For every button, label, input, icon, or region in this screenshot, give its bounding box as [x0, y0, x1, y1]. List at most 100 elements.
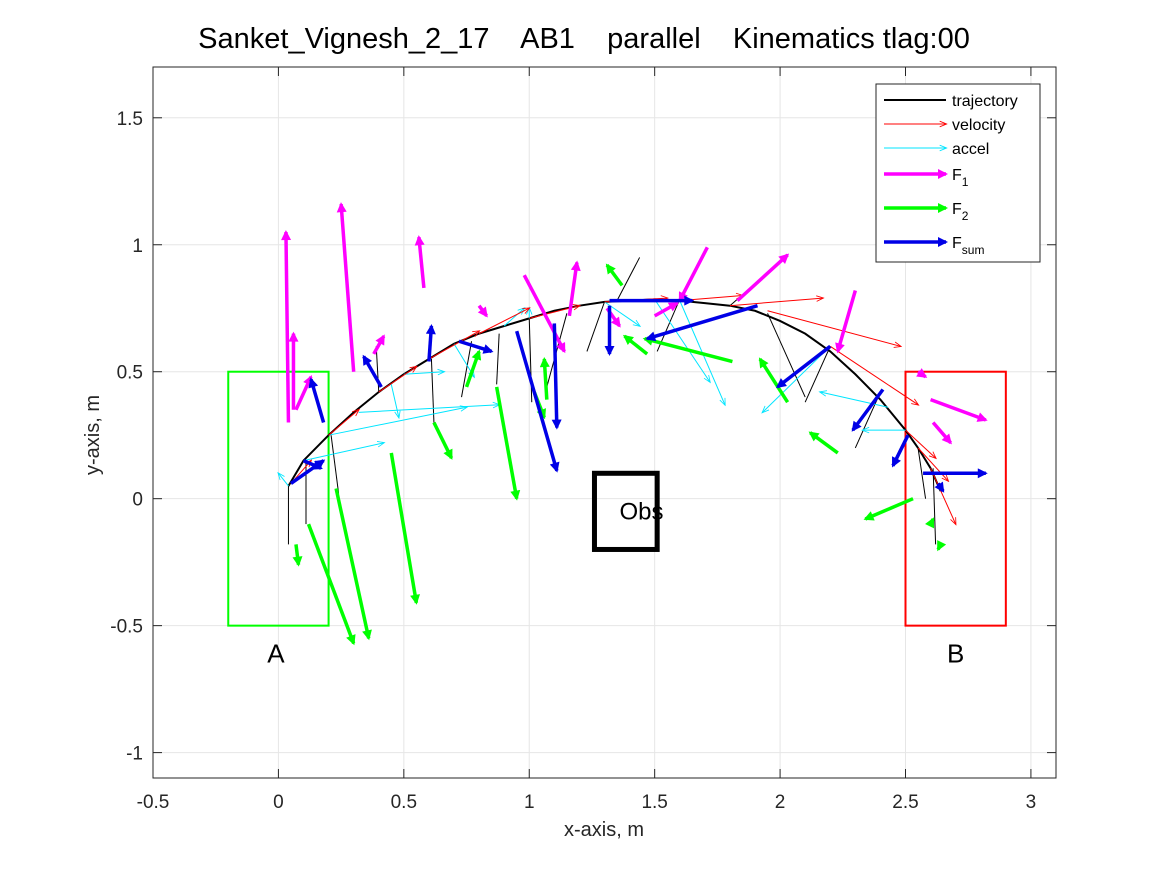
f2-arrow [758, 357, 790, 404]
stem-line [430, 358, 435, 423]
fsum-arrow [425, 324, 436, 362]
f1-arrow [477, 304, 489, 318]
f1-arrow [294, 374, 313, 411]
tick-labels: -0.5 0 0.5 1 1.5 2 2.5 3 -1 -0.5 0 0.5 1 1.5 [110, 109, 1036, 813]
f1-arrow [336, 202, 356, 372]
f1-arrow [929, 398, 988, 422]
f2-arrow [432, 421, 454, 460]
x-tick-label: 2 [775, 792, 786, 813]
velocity-arrow [930, 468, 956, 524]
fsum-arrow [851, 388, 885, 432]
f2-arrow [292, 544, 303, 567]
x-tick-label: 0.5 [391, 792, 417, 813]
f1-arrow [835, 289, 858, 354]
f2-arrow [334, 488, 372, 641]
f1-arrow [567, 260, 581, 317]
f1-arrow [653, 301, 679, 318]
velocity-arrow [478, 308, 529, 335]
f2-arrow [936, 540, 947, 552]
f2-arrow [605, 263, 624, 287]
f1-arrow [522, 274, 566, 354]
accel-arrow [303, 443, 384, 462]
legend-subscript: 1 [962, 175, 969, 189]
chart-title: Sanket_Vignesh_2_17 AB1 parallel Kinemat… [198, 23, 970, 55]
legend-label-trajectory: trajectory [952, 93, 1018, 110]
accel-arrow [328, 407, 467, 436]
fsum-arrow [934, 481, 945, 493]
stem-line [932, 468, 937, 545]
accel-arrow [820, 392, 889, 408]
x-tick-label: -0.5 [137, 792, 170, 813]
fsum-arrow [302, 458, 323, 470]
fsum-arrow [458, 339, 494, 354]
f2-arrow [808, 431, 839, 455]
region-box-b [904, 370, 1007, 627]
accel-arrow [403, 372, 444, 375]
fsum-arrow [645, 304, 759, 342]
f1-arrow [414, 235, 426, 289]
f1-arrow [931, 421, 952, 445]
region-box-a [227, 370, 330, 627]
legend-subscript: sum [962, 243, 985, 257]
fsum-arrow [515, 330, 560, 473]
stem-line [586, 301, 605, 352]
velocity-arrow [729, 298, 823, 307]
fsum-arrow [891, 434, 910, 468]
y-tick-label: 1 [132, 236, 143, 257]
accel-arrow [763, 345, 831, 412]
axes [152, 66, 1057, 779]
vector-arrows [278, 202, 988, 646]
f1-arrow [281, 230, 292, 423]
stem-line [917, 447, 927, 499]
y-tick-label: -0.5 [110, 617, 143, 638]
region-label-b: B [947, 639, 964, 669]
stem-line [767, 313, 806, 398]
legend-label-accel: accel [952, 141, 989, 158]
f2-arrow [642, 335, 733, 364]
y-tick-label: -1 [126, 744, 143, 765]
stem-line [804, 346, 831, 403]
obstacle-box [591, 470, 660, 552]
legend-subscript: 2 [962, 209, 969, 223]
f2-arrow [306, 523, 356, 646]
f2-arrow [464, 349, 482, 388]
y-tick-label: 0 [132, 490, 143, 511]
region-label-a: A [267, 639, 285, 669]
velocity-arrow [378, 367, 417, 393]
f2-arrow [494, 386, 521, 501]
accel-arrow [358, 405, 499, 413]
f1-arrow [736, 253, 790, 302]
x-tick-label: 1.5 [641, 792, 667, 813]
x-tick-label: 3 [1026, 792, 1037, 813]
fsum-arrow [775, 344, 832, 389]
fsum-arrow [551, 323, 562, 430]
f2-arrow [622, 334, 649, 356]
stem-line [461, 341, 473, 398]
fsum-arrow [362, 354, 383, 388]
f2-arrow [925, 517, 935, 529]
y-tick-label: 1.5 [117, 109, 143, 130]
velocity-arrow [829, 345, 918, 404]
f1-arrow [372, 334, 386, 355]
f1-arrow [916, 368, 928, 379]
x-tick-label: 1 [524, 792, 535, 813]
stem-line [330, 435, 340, 494]
velocity-arrow [917, 447, 948, 481]
fsum-arrow [308, 377, 326, 423]
stem-line [496, 333, 500, 385]
velocity-arrow [905, 429, 936, 458]
accel-arrow [278, 473, 289, 487]
x-tick-label: 0 [273, 792, 284, 813]
stem-line [616, 257, 641, 301]
f2-arrow [389, 452, 420, 605]
accel-arrow [654, 299, 710, 382]
velocity-arrow [767, 310, 901, 347]
y-tick-label: 0.5 [117, 363, 143, 384]
f1-arrow [678, 246, 709, 303]
obstacle-label: Obs [619, 498, 663, 525]
accel-arrow [390, 384, 399, 417]
legend-label-velocity: velocity [952, 117, 1005, 134]
axes-box [152, 66, 1057, 779]
